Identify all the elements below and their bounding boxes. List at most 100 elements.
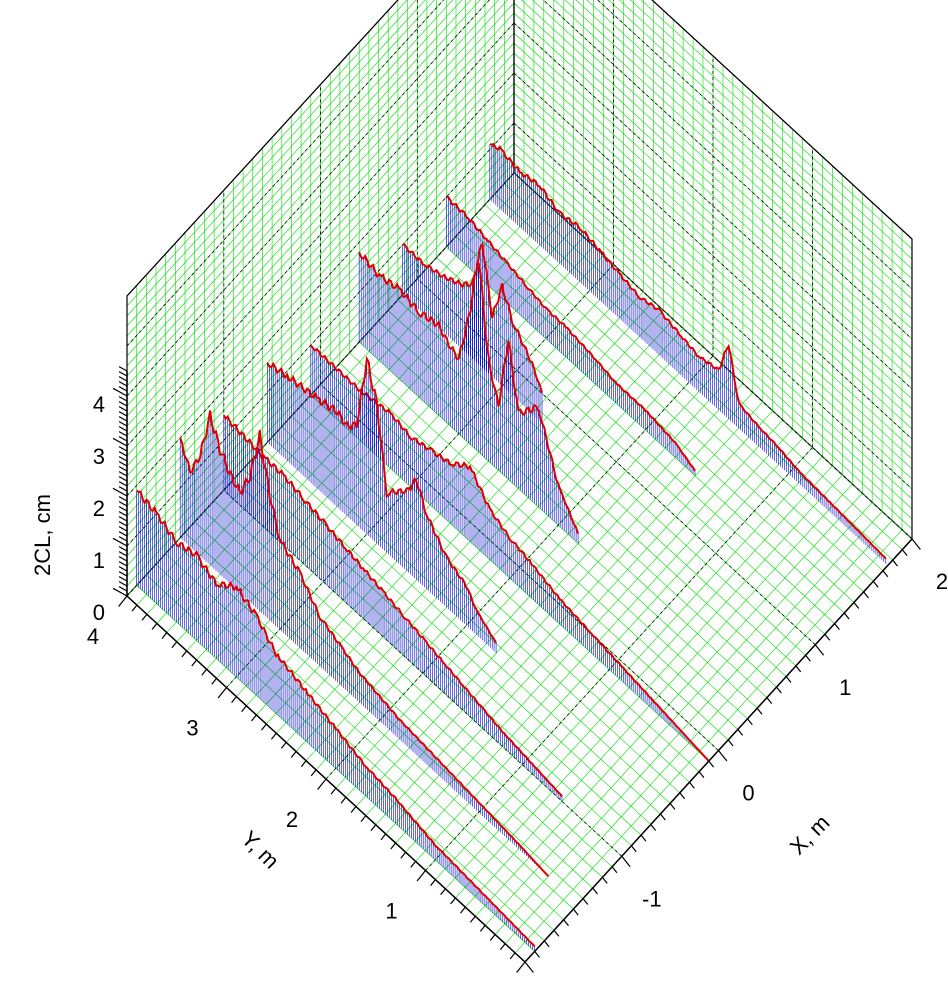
z-tick: [118, 421, 128, 427]
wall-grid-line: [126, 0, 472, 377]
x-tick: [863, 591, 869, 599]
y-tick: [290, 751, 297, 758]
x-tick: [698, 771, 705, 778]
y-tick: [440, 888, 446, 896]
x-tick: [901, 549, 908, 556]
y-tick: [390, 842, 397, 850]
x-tick: [766, 697, 773, 704]
z-tick-label: 3: [93, 444, 105, 469]
x-tick: [582, 898, 589, 905]
series-7: [222, 414, 563, 802]
z-tick: [118, 511, 128, 517]
z-tick: [112, 587, 128, 597]
z-tick: [118, 571, 128, 577]
y-tick: [509, 952, 516, 960]
x-tick: [534, 951, 540, 958]
z-tick: [118, 396, 128, 402]
wall-major-line: [597, 0, 913, 290]
y-tick: [261, 723, 267, 731]
z-tick: [118, 496, 128, 502]
z-tick: [118, 486, 128, 492]
y-tick-label: 1: [385, 899, 397, 924]
y-tick: [469, 915, 476, 923]
series-line: [179, 410, 550, 878]
series-line: [358, 251, 580, 534]
y-tick-label: 2: [286, 807, 298, 832]
floor-grid-line: [349, 352, 748, 720]
x-tick: [611, 866, 618, 874]
y-tick: [380, 833, 387, 841]
x-tick: [543, 940, 550, 948]
y-tick: [131, 604, 138, 612]
x-tick: [747, 718, 753, 726]
series-2: [445, 196, 696, 476]
y-tick: [430, 879, 436, 886]
y-tick: [201, 668, 208, 676]
floor-grid-line: [339, 363, 739, 730]
axes: [112, 366, 921, 973]
wall-grid-line: [126, 0, 444, 347]
x-tick: [882, 570, 889, 578]
z-tick: [118, 576, 128, 582]
z-tick: [112, 487, 128, 497]
y-tick: [310, 769, 317, 777]
y-tick: [330, 787, 337, 795]
x-tick: [563, 919, 569, 927]
y-tick: [499, 943, 506, 951]
x-tick: [679, 792, 686, 800]
series-8: [179, 410, 550, 878]
x-tick: [795, 665, 802, 673]
z-tick: [118, 556, 128, 562]
z-tick: [118, 566, 128, 572]
z-tick: [118, 366, 128, 372]
floor-grid-line: [475, 215, 874, 582]
z-tick: [112, 387, 128, 397]
wall-grid-line: [126, 132, 515, 557]
x-tick: [843, 612, 850, 620]
z-tick: [118, 466, 128, 472]
z-tick: [112, 537, 128, 547]
floor-grid-line: [256, 291, 644, 716]
y-tick: [161, 632, 168, 639]
x-tick: [834, 623, 840, 630]
wall-major-line: [513, 22, 913, 390]
x-tick: [689, 781, 695, 789]
y-tick: [241, 705, 247, 713]
z-tick-label: 2: [93, 496, 105, 521]
x-tick: [708, 760, 715, 768]
x-tick: [872, 580, 879, 588]
z-tick: [118, 521, 128, 527]
floor-grid-line: [465, 225, 864, 593]
x-tick: [756, 707, 763, 715]
series-layer: [136, 142, 887, 952]
y-tick: [270, 732, 277, 740]
y-axis-title: Y, m: [236, 826, 284, 874]
floor-major-line: [417, 278, 816, 646]
wall-major-line: [513, 122, 913, 490]
series-4: [358, 251, 580, 544]
x-tick-label: 2: [936, 569, 948, 594]
y-tick: [416, 870, 426, 882]
y-tick: [280, 742, 287, 749]
wall-grid-line: [126, 72, 515, 497]
z-tick: [118, 381, 128, 387]
z-tick: [118, 456, 128, 462]
series-line: [402, 241, 543, 393]
x-tick: [524, 961, 534, 973]
series-1: [489, 142, 887, 564]
wall-major-line: [542, 0, 913, 340]
z-tick: [118, 451, 128, 457]
x-tick: [785, 676, 792, 683]
z-tick: [118, 446, 128, 452]
z-tick: [118, 426, 128, 432]
y-tick: [151, 623, 158, 630]
y-tick: [251, 714, 257, 722]
z-tick: [112, 437, 128, 447]
wall-grid-line: [629, 0, 913, 260]
y-tick: [317, 778, 327, 790]
y-tick: [118, 595, 128, 607]
z-tick: [118, 516, 128, 522]
z-tick: [118, 401, 128, 407]
z-axis-title: 2CL, cm: [30, 494, 55, 576]
z-tick: [118, 376, 128, 382]
